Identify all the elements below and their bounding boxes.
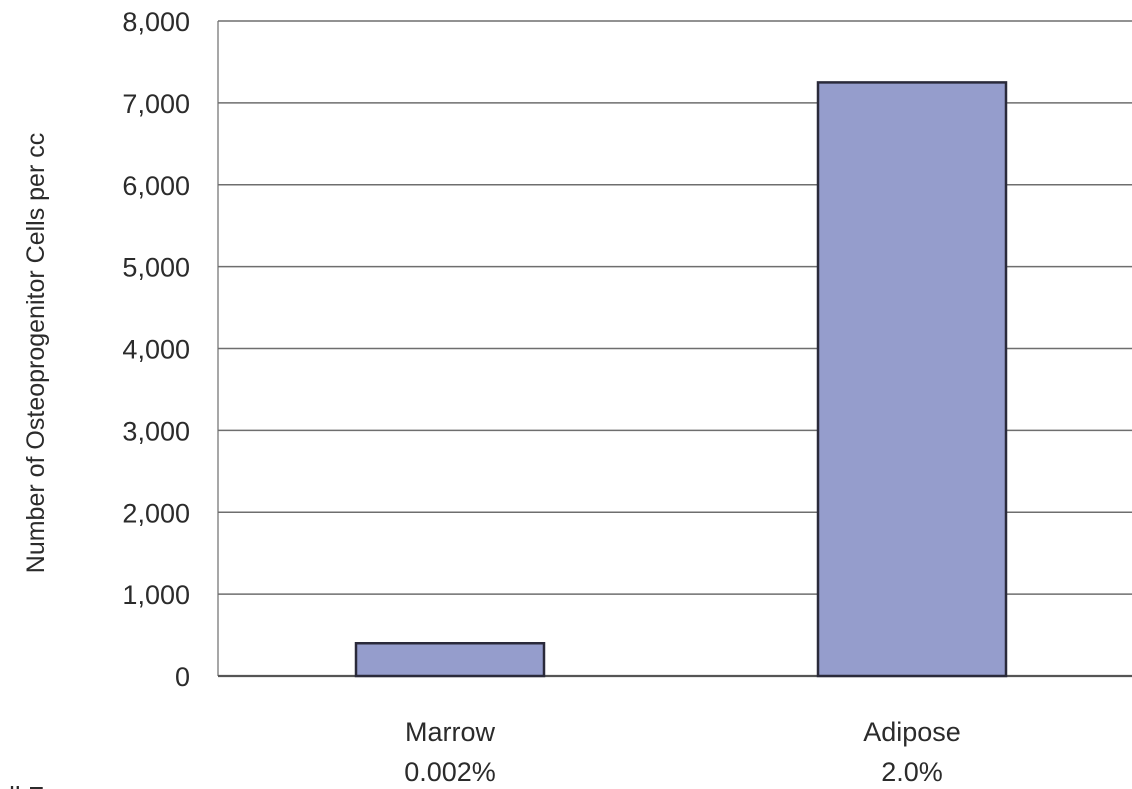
bars [354,81,1008,678]
x-axis-categories: Marrow 0.002% Adipose 2.0% [404,717,961,787]
y-axis-title: Number of Osteoprogenitor Cells per cc [22,133,50,573]
y-tick-label: 0 [175,662,190,692]
y-tick-label: 5,000 [122,253,190,283]
y-tick-label: 8,000 [122,7,190,37]
bar-adipose [816,81,1008,678]
chart-footnote: Stem Cell Frequency [0,781,151,789]
category-sublabel: 2.0% [881,757,943,787]
category-label: Marrow [405,717,496,747]
category-sublabel: 0.002% [404,757,496,787]
y-tick-label: 7,000 [122,89,190,119]
y-axis-ticks: 0 1,000 2,000 3,000 4,000 5,000 6,000 7,000 8,00… [122,7,190,692]
y-tick-label: 4,000 [122,335,190,365]
y-tick-label: 6,000 [122,171,190,201]
y-tick-label: 3,000 [122,416,190,446]
bar-marrow [354,642,546,678]
category-label: Adipose [863,717,961,747]
y-tick-label: 1,000 [122,580,190,610]
y-tick-label: 2,000 [122,498,190,528]
